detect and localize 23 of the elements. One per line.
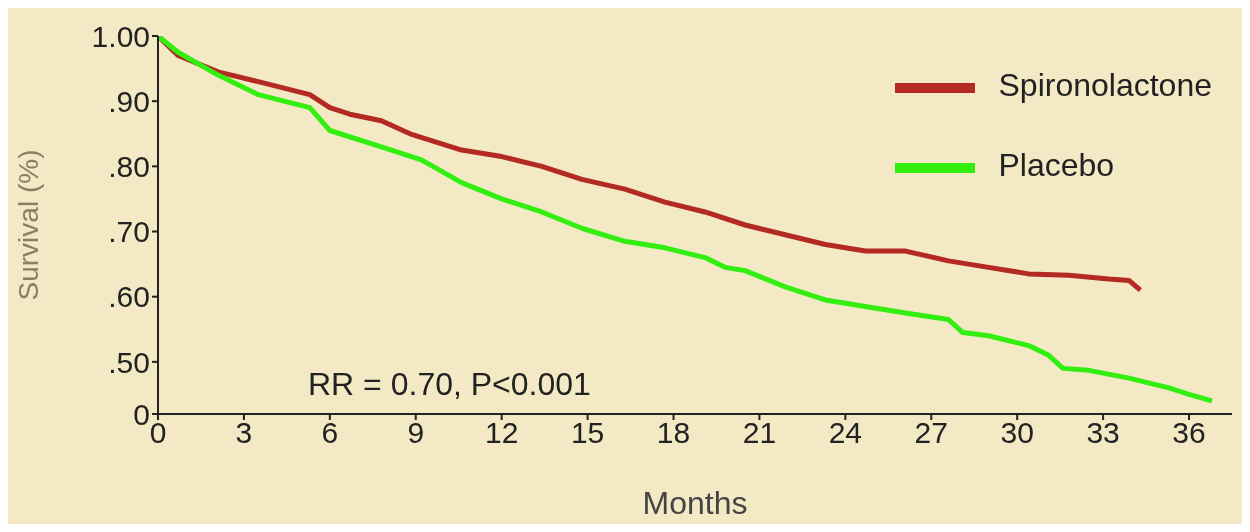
- y-tick-label: .50: [108, 345, 150, 379]
- y-tick-label: .70: [108, 215, 150, 249]
- x-tick-label: 6: [321, 416, 339, 450]
- y-axis-title: Survival (%): [12, 149, 44, 301]
- legend-label: Spironolactone: [998, 67, 1212, 104]
- legend-label: Placebo: [998, 147, 1115, 184]
- y-tick-label: .80: [108, 149, 150, 183]
- x-tick-label: 9: [407, 416, 425, 450]
- y-tick-label: .90: [108, 84, 150, 118]
- annotation: RR = 0.70, P<0.001: [308, 366, 591, 403]
- x-tick-label: 33: [1086, 416, 1120, 450]
- x-axis-title: Months: [642, 485, 748, 521]
- x-tick-label: 21: [742, 416, 777, 450]
- x-tick-label: 30: [1000, 416, 1034, 450]
- x-tick-label: 12: [484, 416, 519, 450]
- y-tick-label: 1.00: [91, 19, 150, 53]
- x-tick-label: 36: [1172, 416, 1206, 450]
- x-tick-label: 27: [914, 416, 948, 450]
- x-tick-label: 24: [828, 416, 863, 450]
- x-tick-label: 15: [570, 416, 605, 450]
- x-tick-label: 3: [235, 416, 253, 450]
- y-tick-label: .60: [108, 280, 150, 314]
- x-tick-label: 18: [656, 416, 691, 450]
